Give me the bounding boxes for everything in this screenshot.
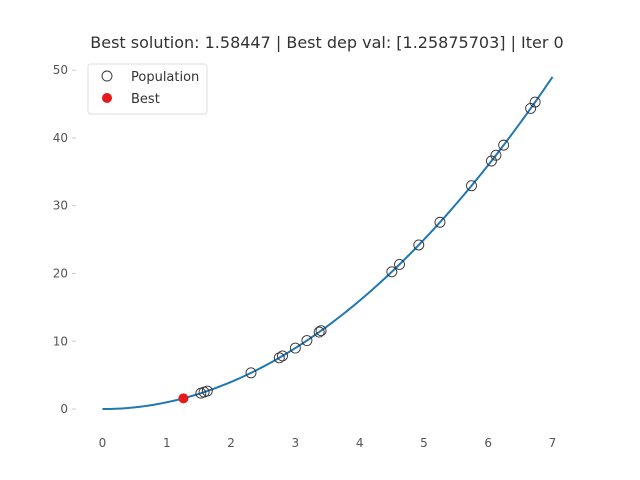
y-tick-label: 20 [53, 267, 68, 281]
function-curve [102, 76, 554, 411]
population-point [301, 335, 313, 346]
legend-box [87, 63, 208, 115]
y-tick-label: 50 [53, 63, 68, 77]
population-point [394, 258, 405, 270]
population-point [273, 352, 285, 364]
x-tick-label: 7 [549, 436, 557, 450]
population-point [529, 96, 541, 108]
y-tick-label: 30 [53, 199, 68, 213]
population-point [315, 325, 327, 337]
population-point [313, 326, 325, 338]
population-point [245, 367, 257, 379]
x-axis-ticks: 0 1 2 3 4 5 6 7 [99, 436, 557, 450]
x-tick-label: 5 [420, 436, 428, 450]
population-point [289, 342, 301, 354]
population-point [386, 266, 398, 278]
population-point [201, 385, 213, 397]
x-tick-label: 2 [227, 436, 235, 450]
population-point [277, 350, 288, 362]
population-point [434, 216, 446, 228]
y-tick-label: 0 [60, 402, 68, 416]
x-tick-label: 6 [484, 436, 492, 450]
population-point [466, 180, 477, 192]
x-tick-label: 1 [163, 436, 171, 450]
best-point [178, 393, 189, 404]
y-axis-ticks: 0 10 20 30 40 50 [53, 63, 76, 416]
chart-legend: Population Best [87, 63, 208, 115]
population-point [498, 139, 510, 151]
function-curve-layer [102, 76, 554, 411]
legend-best-marker [102, 93, 112, 103]
population-point [413, 239, 425, 251]
population-points-layer [195, 96, 541, 399]
population-point [490, 149, 502, 161]
legend-population-label: Population [131, 70, 199, 85]
legend-population-marker [101, 70, 113, 82]
x-tick-label: 0 [99, 436, 107, 450]
best-points-layer [178, 393, 189, 404]
y-tick-label: 40 [53, 131, 68, 145]
x-tick-label: 4 [356, 436, 364, 450]
x-tick-label: 3 [292, 436, 300, 450]
legend-best-label: Best [131, 92, 160, 107]
chart-title: Best solution: 1.58447 | Best dep val: [… [90, 33, 563, 52]
y-tick-label: 10 [53, 334, 68, 348]
